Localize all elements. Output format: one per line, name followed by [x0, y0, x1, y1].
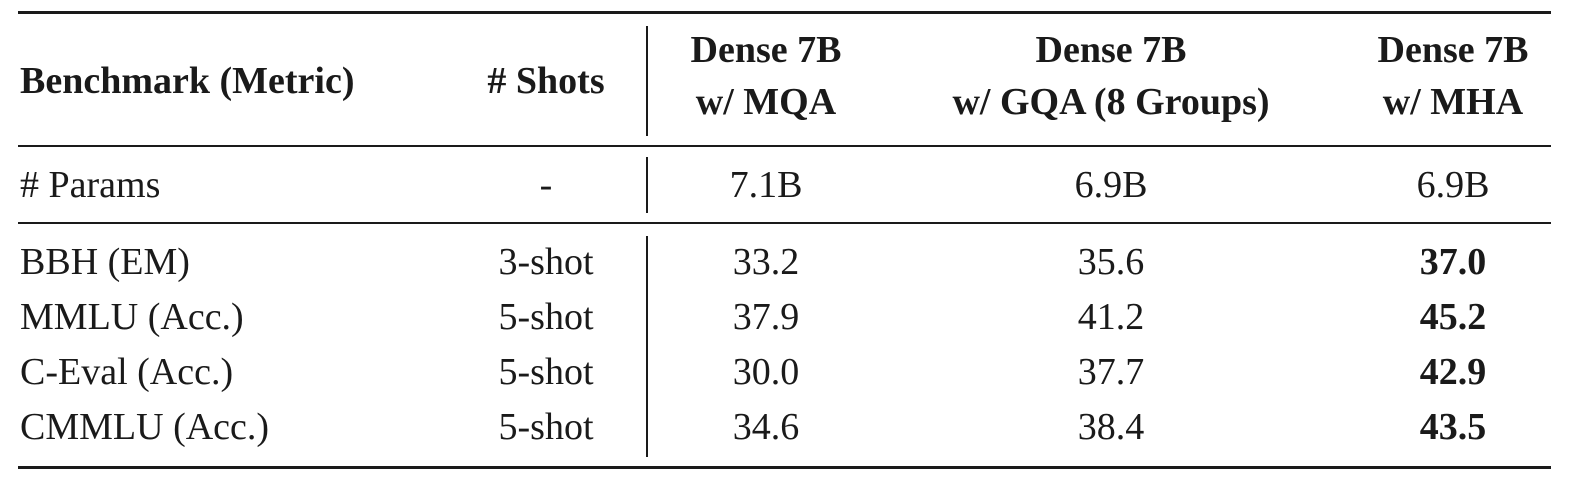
header-gqa-line2: w/ GQA (8 Groups)	[952, 81, 1270, 123]
row-label: CMMLU (Acc.)	[20, 406, 270, 448]
row-gqa: 35.6	[1077, 241, 1145, 283]
row-label: MMLU (Acc.)	[20, 296, 244, 338]
header-benchmark: Benchmark (Metric)	[20, 60, 355, 102]
table-top-rule	[18, 11, 1551, 14]
header-mqa-line2: w/ MQA	[695, 81, 837, 123]
row-shots: 5-shot	[498, 406, 594, 448]
row-mha-best: 37.0	[1419, 241, 1487, 283]
column-separator	[646, 236, 648, 457]
header-mha-line1: Dense 7B	[1377, 29, 1529, 71]
params-gqa: 6.9B	[1074, 164, 1148, 206]
row-mqa: 33.2	[732, 241, 800, 283]
header-gqa-line1: Dense 7B	[1035, 29, 1187, 71]
column-separator	[646, 157, 648, 213]
header-mqa-line1: Dense 7B	[690, 29, 842, 71]
table-header-rule	[18, 145, 1551, 147]
row-shots: 5-shot	[498, 296, 594, 338]
row-mha-best: 45.2	[1419, 296, 1487, 338]
params-shots: -	[539, 164, 553, 206]
row-gqa: 37.7	[1077, 351, 1145, 393]
params-label: # Params	[20, 164, 161, 206]
row-mqa: 30.0	[732, 351, 800, 393]
row-mqa: 37.9	[732, 296, 800, 338]
header-shots: # Shots	[487, 60, 605, 102]
row-mqa: 34.6	[732, 406, 800, 448]
row-label: C-Eval (Acc.)	[20, 351, 234, 393]
row-gqa: 38.4	[1077, 406, 1145, 448]
row-mha-best: 42.9	[1419, 351, 1487, 393]
row-label: BBH (EM)	[20, 241, 190, 283]
column-separator	[646, 26, 648, 136]
header-mha: Dense 7B w/ MHA	[1378, 24, 1529, 128]
header-gqa: Dense 7B w/ GQA (8 Groups)	[952, 24, 1269, 128]
header-mha-line2: w/ MHA	[1382, 81, 1524, 123]
row-mha-best: 43.5	[1419, 406, 1487, 448]
table-params-rule	[18, 222, 1551, 224]
header-mqa: Dense 7B w/ MQA	[691, 24, 842, 128]
row-shots: 5-shot	[498, 351, 594, 393]
table-bottom-rule	[18, 466, 1551, 469]
params-mqa: 7.1B	[729, 164, 803, 206]
row-gqa: 41.2	[1077, 296, 1145, 338]
row-shots: 3-shot	[498, 241, 594, 283]
params-mha: 6.9B	[1416, 164, 1490, 206]
